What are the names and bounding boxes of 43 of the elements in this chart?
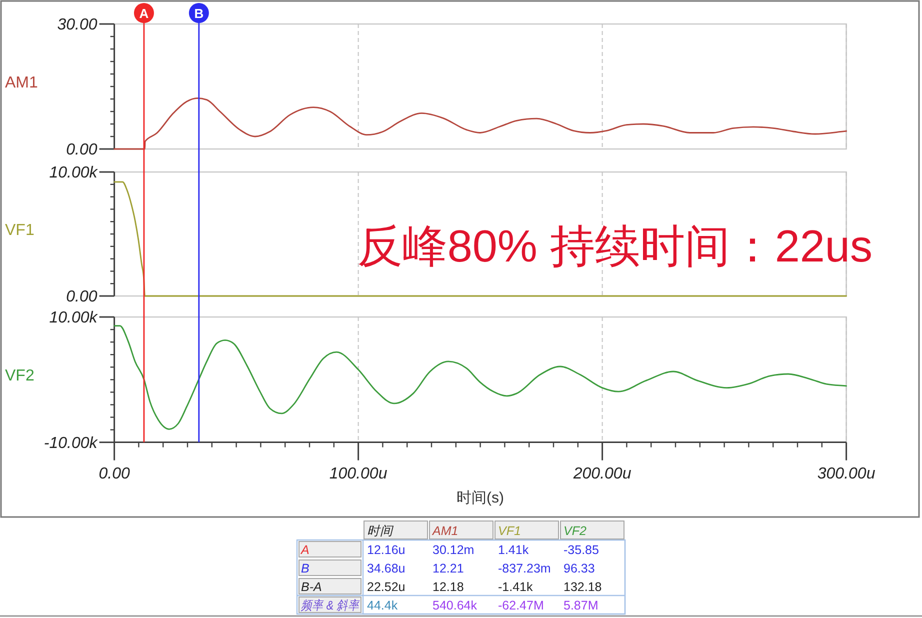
text: 22.52u: [367, 580, 406, 594]
y-axis-title: VF2: [5, 368, 34, 385]
category-label: 时间: [367, 524, 394, 538]
y-tick-label: 0.00: [66, 142, 98, 158]
x-tick-label: 300.00u: [817, 465, 876, 482]
line-series: [114, 325, 847, 430]
text: 12.16u: [367, 543, 406, 557]
text: 96.33: [564, 562, 595, 576]
category-label: B: [301, 562, 310, 576]
y-tick-label: 10.00k: [49, 164, 98, 182]
x-tick-label: 0.00: [98, 465, 130, 482]
text: 34.68u: [367, 562, 406, 576]
line-series: [114, 97, 847, 150]
ref-line-label: A: [139, 6, 150, 21]
y-axis-title: VF1: [5, 222, 34, 239]
x-tick-label: 200.00u: [572, 465, 632, 482]
text: 540.64k: [432, 598, 477, 612]
x-tick-label: 100.00u: [329, 465, 388, 482]
category-label: B-A: [301, 580, 322, 594]
y-axis-title: AM1: [5, 74, 38, 92]
text: -62.47M: [498, 598, 544, 612]
y-tick-label: -10.00k: [44, 434, 98, 452]
category-label: 频率 & 斜率: [301, 598, 368, 612]
text: 1.41k: [498, 543, 529, 557]
text: -35.85: [564, 543, 599, 557]
annotation: 反峰80% 持续时间：22us: [357, 220, 872, 272]
y-tick-label: 0.00: [66, 288, 98, 306]
text: -1.41k: [498, 580, 533, 594]
x-axis-title: 时间(s): [456, 489, 504, 506]
text: 12.21: [432, 562, 464, 576]
ref-line-label: B: [194, 6, 204, 21]
category-label: VF1: [498, 524, 521, 538]
text: 30.12m: [432, 543, 474, 557]
y-tick-label: 10.00k: [49, 310, 98, 326]
category-label: A: [301, 543, 310, 557]
text: 44.4k: [367, 598, 398, 612]
text: -837.23m: [498, 562, 551, 576]
text: 12.18: [432, 580, 464, 594]
text: 132.18: [564, 580, 602, 594]
y-tick-label: 30.00: [57, 16, 98, 34]
category-label: VF2: [564, 524, 586, 538]
text: 5.87M: [564, 598, 598, 612]
category-label: AM1: [432, 524, 458, 538]
